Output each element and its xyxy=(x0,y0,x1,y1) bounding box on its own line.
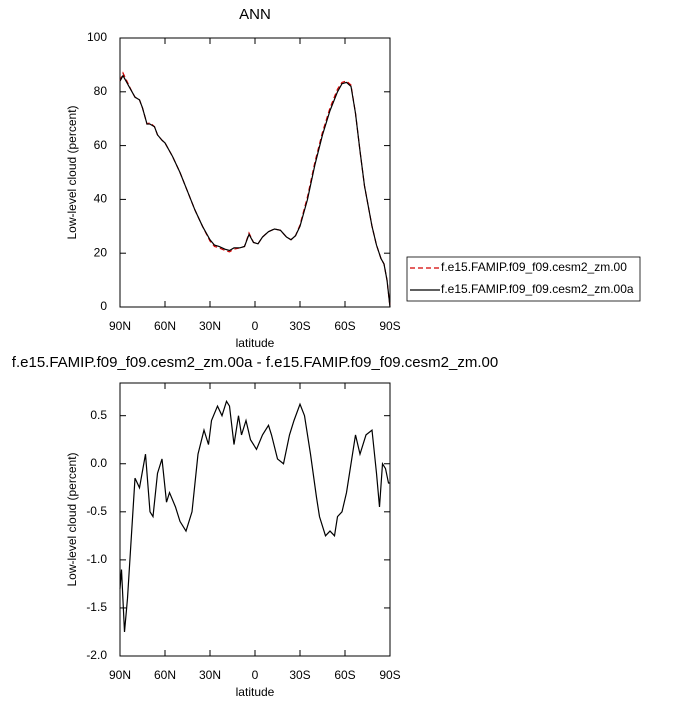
data-line xyxy=(119,74,391,308)
y-tick-label: 0.5 xyxy=(90,408,107,422)
legend-box xyxy=(406,256,641,302)
x-tick-label: 90N xyxy=(109,319,131,333)
x-tick-label: 90S xyxy=(379,668,400,682)
x-tick-label: 0 xyxy=(252,668,259,682)
x-tick-label: 60N xyxy=(154,668,176,682)
x-tick-label: 90N xyxy=(109,668,131,682)
x-axis-label: latitude xyxy=(236,685,275,699)
y-axis-label: Low-level cloud (percent) xyxy=(65,452,79,586)
data-line xyxy=(119,71,391,308)
y-tick-label: -2.0 xyxy=(86,648,107,662)
y-tick-label: -1.0 xyxy=(86,552,107,566)
y-tick-label: -1.5 xyxy=(86,600,107,614)
x-tick-label: 90S xyxy=(379,319,400,333)
y-tick-label: 60 xyxy=(94,138,108,152)
legend-label: f.e15.FAMIP.f09_f09.cesm2_zm.00a xyxy=(441,282,634,296)
x-tick-label: 0 xyxy=(252,319,259,333)
x-tick-label: 30S xyxy=(289,668,310,682)
y-axis-label: Low-level cloud (percent) xyxy=(65,105,79,239)
y-tick-label: 0.0 xyxy=(90,456,107,470)
y-tick-label: 80 xyxy=(94,84,108,98)
legend-label: f.e15.FAMIP.f09_f09.cesm2_zm.00 xyxy=(441,260,627,274)
y-tick-label: -0.5 xyxy=(86,504,107,518)
chart-title: f.e15.FAMIP.f09_f09.cesm2_zm.00a - f.e15… xyxy=(12,354,498,371)
chart-title: ANN xyxy=(239,6,271,23)
plot-frame xyxy=(119,37,391,308)
data-line xyxy=(119,399,390,633)
x-tick-label: 30N xyxy=(199,668,221,682)
y-tick-label: 40 xyxy=(94,192,108,206)
x-tick-label: 60N xyxy=(154,319,176,333)
x-tick-label: 60S xyxy=(334,668,355,682)
y-tick-label: 20 xyxy=(94,245,108,259)
plot-frame xyxy=(119,382,391,657)
x-tick-label: 30S xyxy=(289,319,310,333)
y-tick-label: 0 xyxy=(100,299,107,313)
x-axis-label: latitude xyxy=(236,336,275,350)
x-tick-label: 60S xyxy=(334,319,355,333)
x-tick-label: 30N xyxy=(199,319,221,333)
y-tick-label: 100 xyxy=(87,30,107,44)
